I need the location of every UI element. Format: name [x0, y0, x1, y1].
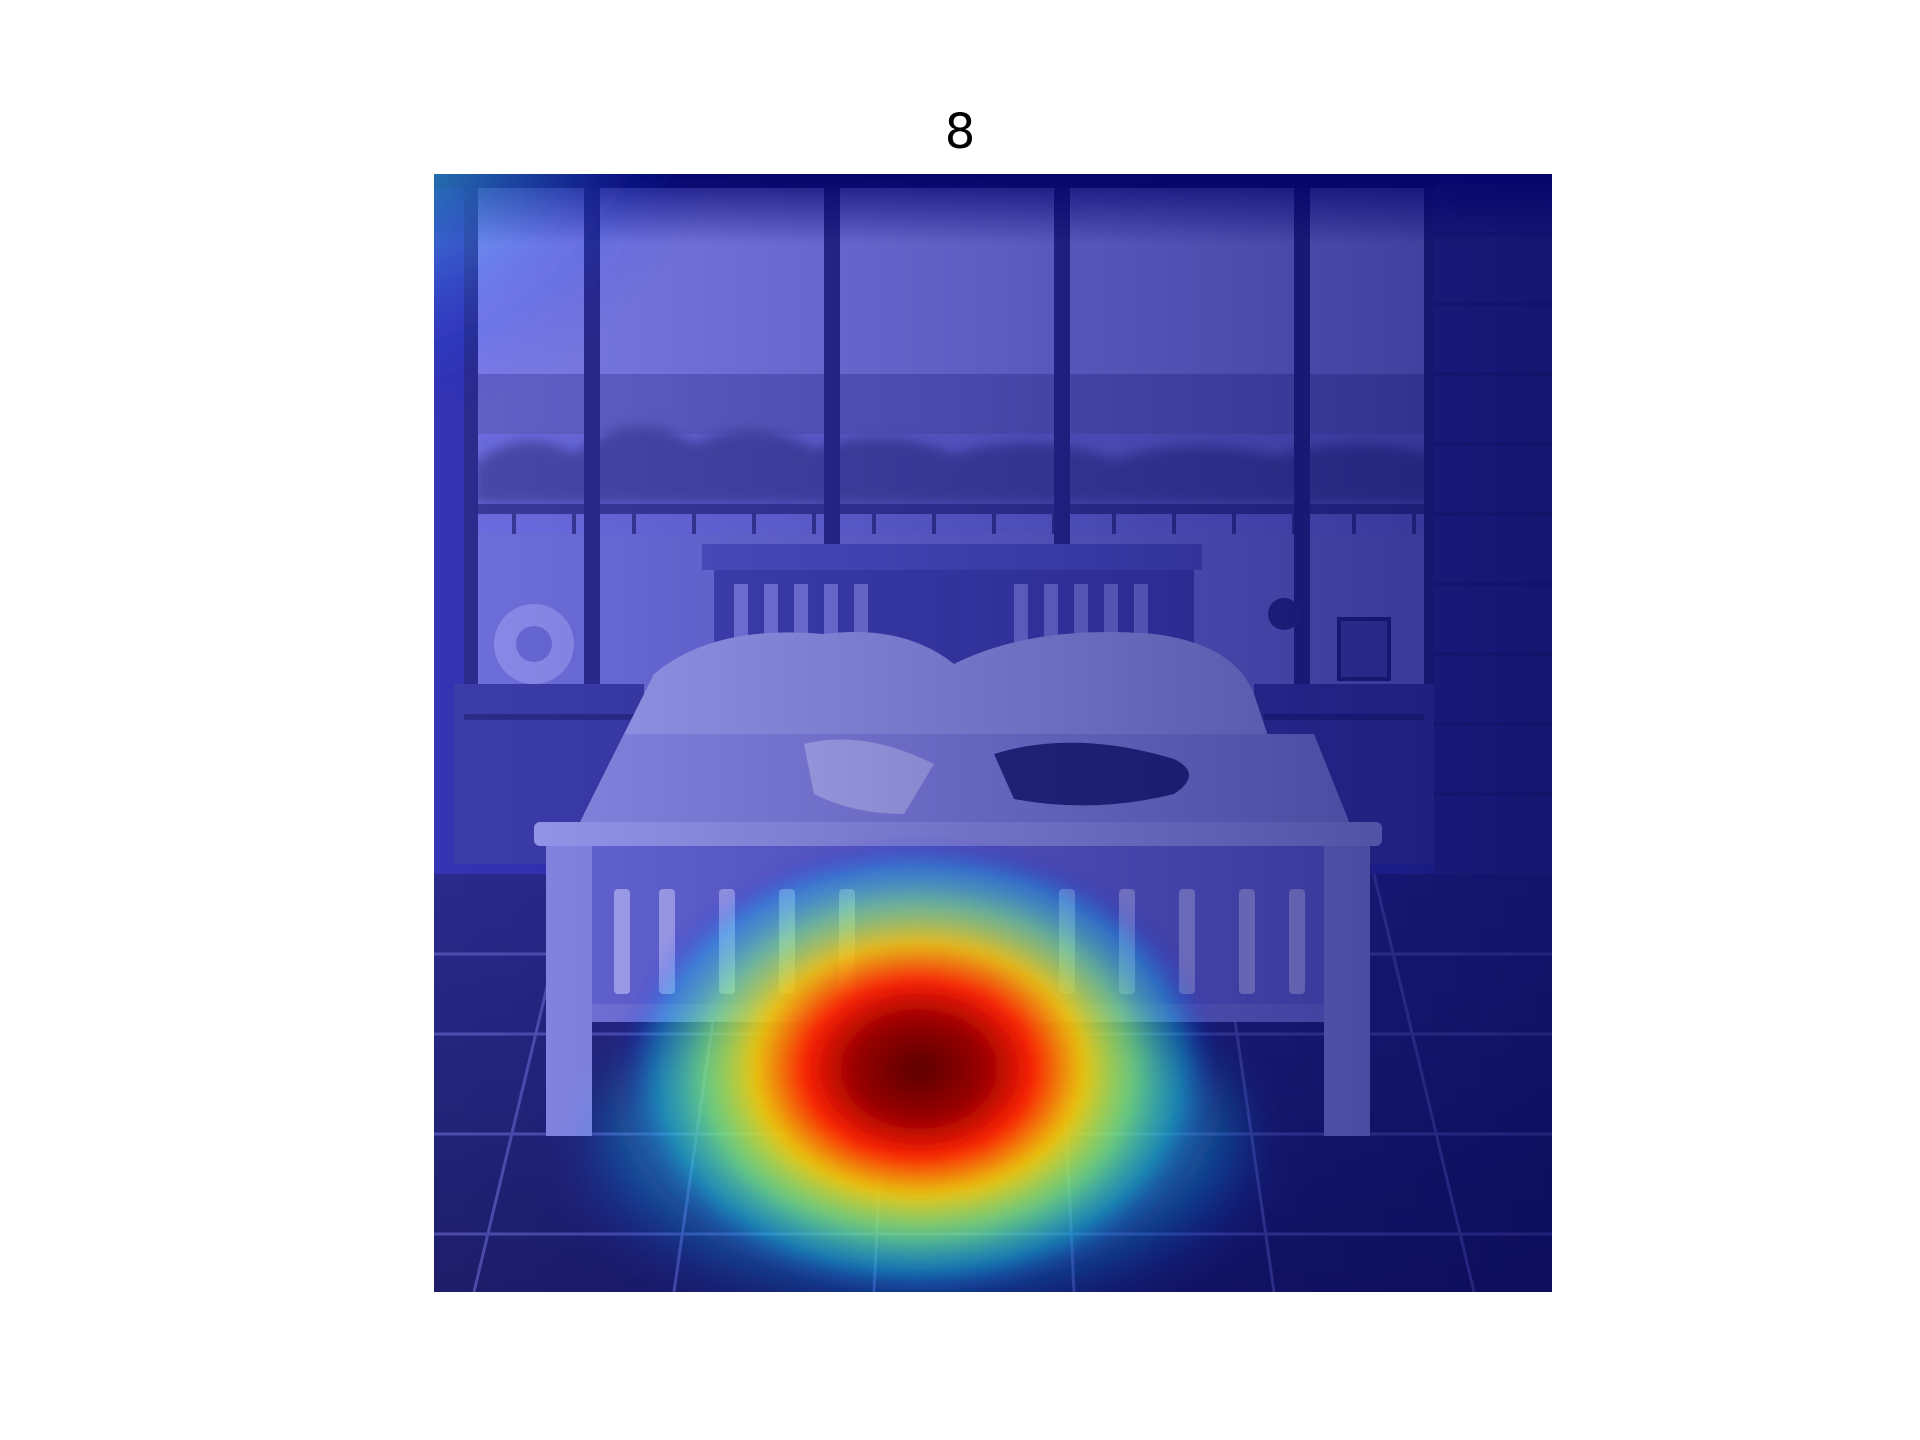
- bedroom-photo-with-heatmap: [434, 174, 1552, 1292]
- heatmap-overlay: [434, 174, 1249, 1292]
- heatmap-image: [434, 174, 1552, 1292]
- figure-title: 8: [944, 104, 976, 160]
